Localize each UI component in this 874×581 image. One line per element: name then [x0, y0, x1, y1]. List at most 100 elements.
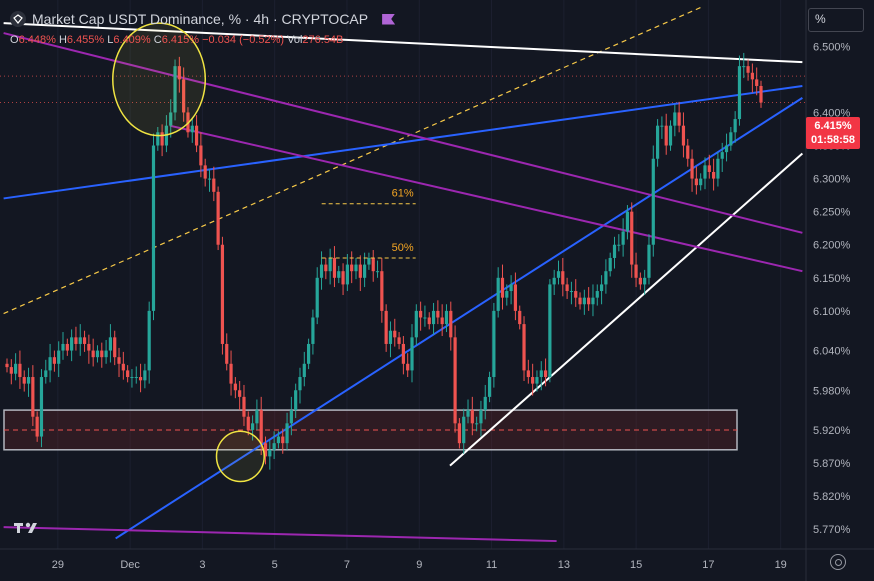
candle-body — [263, 443, 268, 457]
candle-body — [703, 165, 707, 179]
tradingview-logo[interactable] — [14, 520, 44, 541]
candle-body — [143, 370, 147, 381]
candle-body — [311, 317, 315, 344]
ohlc-legend: O6.448% H6.455% L6.409% C6.415% −0.034 (… — [10, 34, 343, 46]
candle-body — [268, 449, 272, 457]
fib-level-label: 50% — [392, 242, 414, 254]
x-tick-label: 11 — [486, 559, 497, 571]
settings-gear-icon[interactable] — [830, 554, 846, 570]
candle-body — [104, 350, 108, 358]
candle-body — [367, 257, 371, 265]
x-tick-label: 9 — [416, 559, 422, 571]
candle-body — [371, 257, 375, 272]
candle-body — [565, 284, 569, 292]
candle-body — [759, 85, 763, 103]
y-tick-label: 6.150% — [813, 273, 851, 285]
top-highlight-circle[interactable] — [112, 22, 207, 137]
flag-icon[interactable] — [382, 13, 396, 25]
candle-body — [496, 277, 500, 311]
purple-trendline[interactable] — [169, 124, 803, 273]
candle-body — [307, 343, 311, 364]
candle-body — [324, 264, 328, 272]
volume-value: 276.54B — [302, 34, 344, 46]
candle-body — [259, 410, 263, 444]
candle-body — [14, 363, 18, 374]
high-label: H — [58, 34, 67, 46]
candle-body — [173, 66, 177, 113]
candle-body — [522, 324, 526, 371]
candle-body — [574, 291, 578, 298]
highlight-circles — [112, 22, 265, 483]
candle-body — [737, 66, 742, 120]
chart-header: Market Cap USDT Dominance, % · 4h · CRYP… — [10, 11, 396, 27]
candle-body — [35, 416, 39, 437]
support-zone-rect[interactable] — [3, 409, 738, 451]
blue-trendline[interactable] — [3, 84, 803, 200]
candle-body — [548, 284, 552, 378]
candle-body — [328, 257, 332, 272]
x-tick-label: 5 — [272, 559, 278, 571]
close-value: 6.415% — [161, 34, 200, 46]
candle-body — [535, 377, 539, 384]
candle-body — [431, 310, 436, 325]
candle-body — [694, 178, 698, 186]
purple-trendline[interactable] — [3, 526, 557, 543]
yellow-dashed-trendline[interactable] — [3, 6, 702, 315]
percent-scale-button[interactable]: % — [808, 8, 864, 32]
candle-body — [449, 310, 453, 338]
y-tick-label: 5.770% — [813, 524, 851, 536]
bottom-highlight-circle[interactable] — [215, 430, 265, 483]
time-axis[interactable]: 29 Dec 3 5 7 9 11 13 15 17 19 — [0, 548, 874, 571]
candle-body — [526, 370, 530, 378]
candle-body — [729, 132, 733, 146]
candle-body — [182, 79, 186, 113]
symbol-title[interactable]: Market Cap USDT Dominance, % · 4h · CRYP… — [32, 11, 369, 27]
candle-body — [582, 297, 586, 305]
candle-body — [345, 264, 349, 285]
blue-trendline[interactable] — [115, 97, 803, 540]
candle-body — [401, 343, 405, 364]
candle-body — [363, 264, 367, 278]
candle-body — [52, 357, 56, 364]
x-tick-label: 19 — [775, 559, 787, 571]
candle-body — [294, 390, 298, 411]
open-value: 6.448% — [18, 34, 56, 46]
candle-body — [74, 337, 78, 344]
candle-body — [9, 367, 13, 374]
candle-body — [569, 291, 574, 293]
fib-annotations: 61% 50% — [321, 188, 416, 259]
candle-body — [216, 191, 220, 245]
candle-body — [483, 396, 487, 411]
low-label: L — [107, 34, 114, 46]
candle-body — [470, 410, 474, 424]
candle-body — [655, 125, 660, 159]
candle-body — [716, 158, 720, 179]
candle-body — [707, 165, 711, 172]
candle-body — [177, 66, 181, 80]
candle-body — [212, 178, 216, 192]
candle-body — [561, 271, 565, 285]
candle-body — [500, 277, 505, 298]
purple-trendline[interactable] — [3, 32, 803, 234]
candle-body — [414, 310, 418, 338]
candle-body — [350, 264, 354, 272]
candle-body — [272, 443, 276, 450]
candle-body — [724, 145, 729, 153]
candle-body — [466, 410, 470, 417]
candle-body — [388, 330, 393, 344]
candle-body — [599, 284, 604, 292]
bar-countdown: 01:58:58 — [810, 134, 856, 146]
white-trendline[interactable] — [449, 152, 804, 467]
y-tick-label: 6.400% — [813, 107, 851, 119]
candle-body — [242, 396, 246, 417]
open-label: O — [10, 34, 19, 46]
candle-body — [556, 271, 561, 278]
candle-body — [31, 377, 35, 417]
x-tick-label: 7 — [344, 559, 350, 571]
price-axis[interactable]: 6.500%6.400%6.350%6.300%6.250%6.200%6.15… — [805, 0, 851, 581]
candle-body — [492, 310, 496, 378]
candle-body — [673, 112, 677, 126]
candle-body — [246, 416, 250, 430]
candle-body — [543, 370, 548, 378]
